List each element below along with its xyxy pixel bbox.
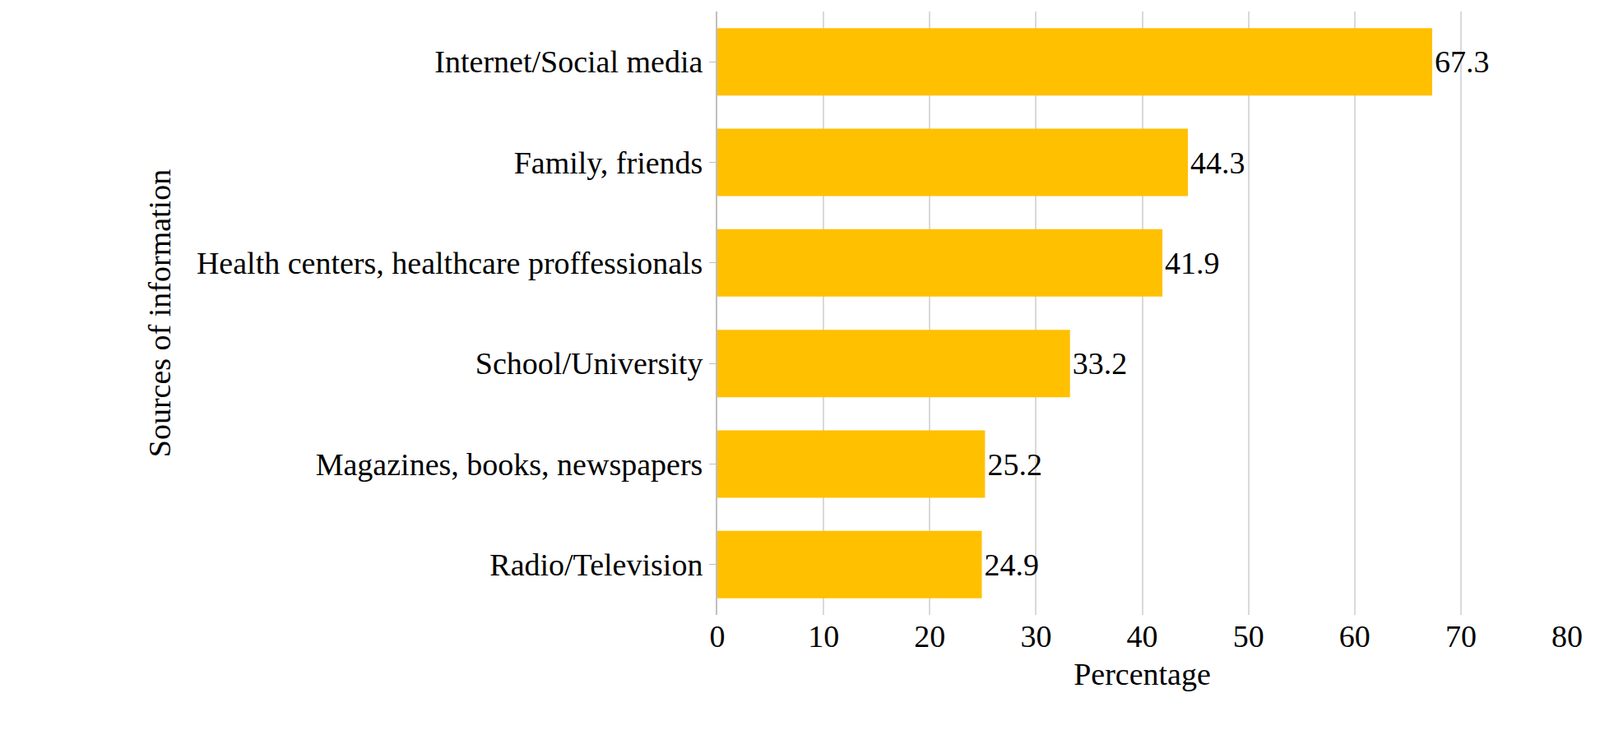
svg-text:70: 70 <box>1445 619 1477 654</box>
svg-text:Percentage: Percentage <box>1073 657 1211 692</box>
svg-text:60: 60 <box>1339 619 1371 654</box>
svg-text:10: 10 <box>807 619 840 654</box>
svg-text:0: 0 <box>709 619 726 654</box>
svg-text:30: 30 <box>1020 619 1052 654</box>
svg-text:24.9: 24.9 <box>984 547 1040 583</box>
svg-text:Magazines, books, newspapers: Magazines, books, newspapers <box>315 447 704 483</box>
svg-text:80: 80 <box>1551 619 1583 654</box>
svg-text:44.3: 44.3 <box>1190 145 1246 181</box>
svg-text:41.9: 41.9 <box>1164 245 1220 281</box>
svg-text:25.2: 25.2 <box>987 447 1043 483</box>
svg-text:20: 20 <box>913 619 946 654</box>
svg-text:50: 50 <box>1233 619 1265 654</box>
svg-text:Family, friends: Family, friends <box>514 145 704 181</box>
svg-text:Radio/Television: Radio/Television <box>489 547 703 583</box>
svg-text:40: 40 <box>1126 619 1159 654</box>
svg-text:67.3: 67.3 <box>1434 44 1490 79</box>
svg-text:School/University: School/University <box>475 346 704 381</box>
svg-text:Internet/Social media: Internet/Social media <box>434 44 703 79</box>
svg-text:33.2: 33.2 <box>1072 346 1128 381</box>
svg-text:Sources of information: Sources of information <box>142 169 177 458</box>
svg-text:Health centers, healthcare pro: Health centers, healthcare proffessional… <box>196 245 703 281</box>
